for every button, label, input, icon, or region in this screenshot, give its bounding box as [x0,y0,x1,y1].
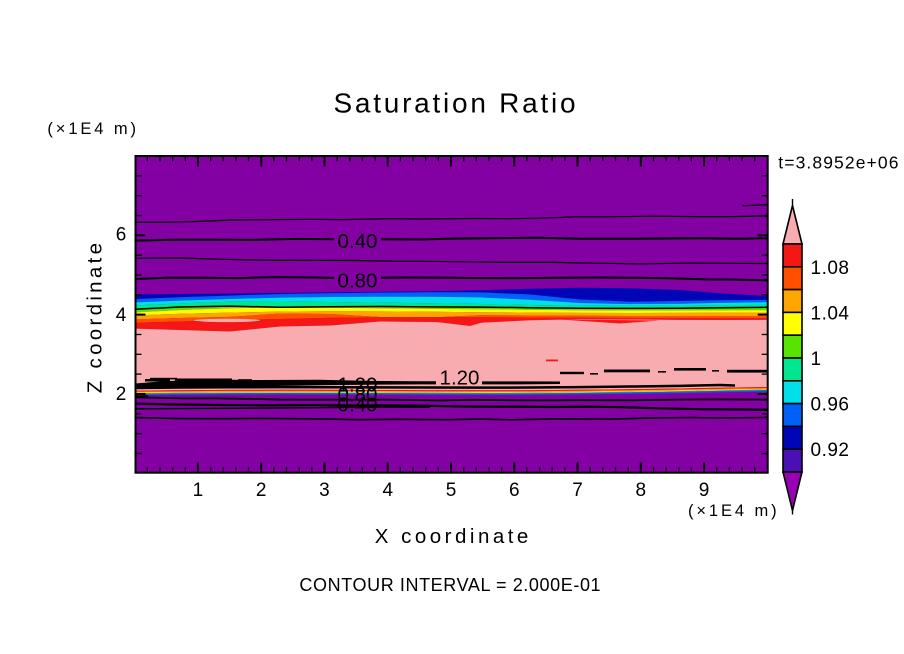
svg-text:1.04: 1.04 [811,303,850,324]
svg-text:CONTOUR INTERVAL = 2.000E-01: CONTOUR INTERVAL = 2.000E-01 [299,575,601,595]
svg-text:5: 5 [446,480,457,501]
svg-text:2: 2 [116,384,127,405]
svg-text:1: 1 [811,349,822,370]
svg-text:2: 2 [256,480,267,501]
svg-text:1.08: 1.08 [811,258,850,279]
svg-text:0.80: 0.80 [338,384,378,407]
svg-text:X coordinate: X coordinate [375,525,532,548]
svg-text:4: 4 [116,305,127,326]
svg-text:6: 6 [509,480,520,501]
svg-text:3: 3 [319,480,330,501]
svg-text:6: 6 [116,225,127,246]
svg-text:8: 8 [636,480,647,501]
svg-text:4: 4 [382,480,393,501]
svg-text:0.80: 0.80 [338,270,378,293]
svg-text:7: 7 [572,480,583,501]
svg-text:t=3.8952e+06: t=3.8952e+06 [778,153,899,173]
svg-text:1: 1 [193,480,204,501]
svg-text:Z coordinate: Z coordinate [84,240,107,394]
svg-text:0.40: 0.40 [338,230,378,253]
svg-text:0.96: 0.96 [811,395,850,416]
svg-text:9: 9 [699,480,710,501]
svg-text:1.20: 1.20 [440,366,480,389]
svg-text:0.40: 0.40 [338,394,378,417]
svg-text:Saturation Ratio: Saturation Ratio [334,88,579,119]
svg-text:1.20: 1.20 [338,374,378,397]
svg-text:0.92: 0.92 [811,440,850,461]
svg-text:(×1E4 m): (×1E4 m) [688,502,780,520]
svg-text:(×1E4 m): (×1E4 m) [47,120,139,138]
